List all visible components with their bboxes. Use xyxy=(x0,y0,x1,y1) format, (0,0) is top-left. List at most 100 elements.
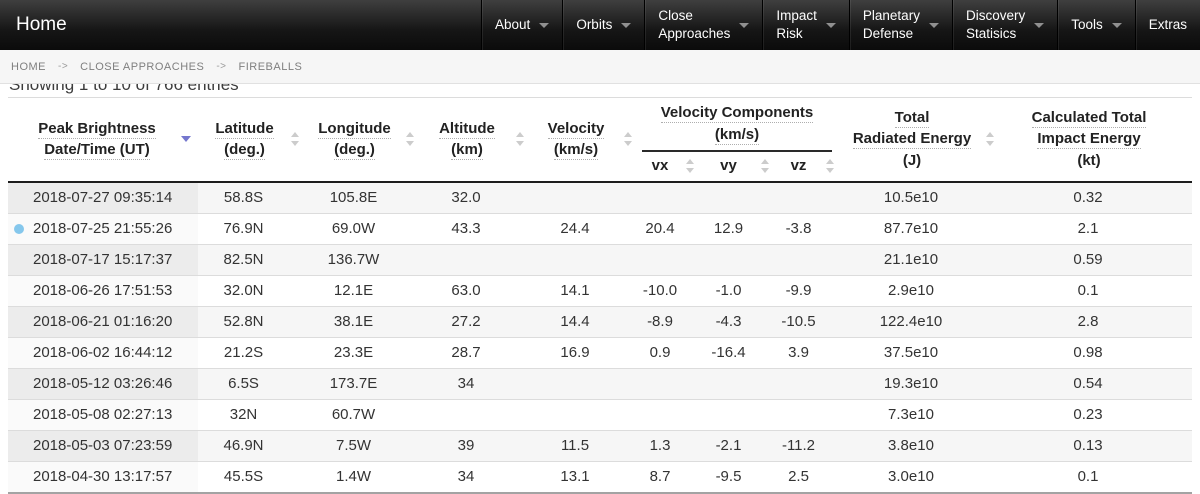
new-entry-dot-icon xyxy=(14,223,24,234)
cell-vz: 3.9 xyxy=(773,336,838,368)
cell-vx xyxy=(636,181,698,213)
nav-item-planetary-defense[interactable]: Planetary Defense xyxy=(848,0,952,50)
header-label: Velocity xyxy=(547,119,605,139)
cell-vel xyxy=(528,181,636,213)
cell-lat: 32N xyxy=(198,398,303,430)
chevron-down-icon xyxy=(928,22,939,28)
header-label: Longitude xyxy=(318,119,391,139)
cell-vel xyxy=(528,367,636,399)
cell-vx: 1.3 xyxy=(636,429,698,461)
cell-date: 2018-07-25 21:55:26 xyxy=(8,212,198,244)
sort-both-icon xyxy=(291,131,299,147)
cell-lat: 46.9N xyxy=(198,429,303,461)
nav-item-tools[interactable]: Tools xyxy=(1057,0,1135,50)
cell-lon: 23.3E xyxy=(303,336,418,368)
cell-alt: 28.7 xyxy=(418,336,528,368)
cell-lon: 38.1E xyxy=(303,305,418,337)
header-label: vx xyxy=(651,157,669,175)
fireballs-table: Peak Brightness Date/Time (UT) Latitude … xyxy=(8,97,1192,494)
nav-item-orbits[interactable]: Orbits xyxy=(562,0,644,50)
column-header-vx[interactable]: vx xyxy=(636,151,698,183)
column-header-longitude[interactable]: Longitude (deg.) xyxy=(303,97,418,183)
chevron-down-icon xyxy=(825,22,836,28)
column-header-peak-brightness[interactable]: Peak Brightness Date/Time (UT) xyxy=(8,97,198,183)
cell-vz xyxy=(773,243,838,275)
table-row: 2018-04-30 13:17:57 45.5S 1.4W 34 13.1 8.7 -9.… xyxy=(8,460,1192,494)
cell-vz xyxy=(773,367,838,399)
cell-vel: 14.1 xyxy=(528,274,636,306)
cell-lon: 60.7W xyxy=(303,398,418,430)
cell-lat: 52.8N xyxy=(198,305,303,337)
column-header-latitude[interactable]: Latitude (deg.) xyxy=(198,97,303,183)
table-row: 2018-06-21 01:16:20 52.8N 38.1E 27.2 14.4 -8.… xyxy=(8,305,1192,337)
chevron-down-icon xyxy=(539,22,550,28)
header-label: Calculated Total xyxy=(1031,108,1147,128)
sort-descending-icon xyxy=(181,136,191,143)
table-header: Peak Brightness Date/Time (UT) Latitude … xyxy=(8,97,1192,183)
breadcrumb-close-approaches[interactable]: CLOSE APPROACHES xyxy=(80,60,205,73)
header-label: vy xyxy=(720,157,737,175)
cell-energy: 37.5e10 xyxy=(838,336,998,368)
cell-lon: 105.8E xyxy=(303,181,418,213)
cell-impact: 0.1 xyxy=(998,274,1192,306)
cell-vel xyxy=(528,243,636,275)
breadcrumb: HOME -> CLOSE APPROACHES -> FIREBALLS xyxy=(0,50,1200,84)
cell-impact: 0.54 xyxy=(998,367,1192,399)
cell-vx: 8.7 xyxy=(636,460,698,494)
breadcrumb-fireballs[interactable]: FIREBALLS xyxy=(238,60,303,73)
cell-vy xyxy=(698,181,773,213)
cell-lat: 6.5S xyxy=(198,367,303,399)
sort-both-icon xyxy=(406,131,414,147)
cell-energy: 10.5e10 xyxy=(838,181,998,213)
cell-vz: -3.8 xyxy=(773,212,838,244)
column-header-calculated-total-impact-energy[interactable]: Calculated Total Impact Energy (kt) xyxy=(998,97,1192,183)
column-header-vz[interactable]: vz xyxy=(773,151,838,183)
cell-vz: -10.5 xyxy=(773,305,838,337)
cell-lon: 7.5W xyxy=(303,429,418,461)
chevron-down-icon xyxy=(1111,22,1122,28)
cell-energy: 19.3e10 xyxy=(838,367,998,399)
column-header-vy[interactable]: vy xyxy=(698,151,773,183)
chevron-down-icon xyxy=(739,22,750,28)
header-label: Latitude xyxy=(215,119,274,139)
cell-vx xyxy=(636,367,698,399)
nav-item-discovery-statistics[interactable]: Discovery Statisics xyxy=(951,0,1057,50)
nav-menu: About Orbits Close Approaches Impact Ris… xyxy=(481,0,1200,50)
cell-vx xyxy=(636,243,698,275)
cell-alt: 39 xyxy=(418,429,528,461)
nav-item-impact-risk[interactable]: Impact Risk xyxy=(762,0,849,50)
header-label: Altitude xyxy=(439,119,495,139)
cell-vel: 13.1 xyxy=(528,460,636,494)
column-header-velocity[interactable]: Velocity (km/s) xyxy=(528,97,636,183)
header-label: Total xyxy=(894,108,930,128)
nav-item-label: Close Approaches xyxy=(658,8,731,41)
cell-vy: -16.4 xyxy=(698,336,773,368)
nav-item-label: Discovery Statisics xyxy=(965,8,1026,41)
breadcrumb-home[interactable]: HOME xyxy=(11,60,46,73)
cell-date: 2018-04-30 13:17:57 xyxy=(8,460,198,494)
cell-lon: 173.7E xyxy=(303,367,418,399)
cell-impact: 0.13 xyxy=(998,429,1192,461)
cell-vy: -4.3 xyxy=(698,305,773,337)
cell-alt: 43.3 xyxy=(418,212,528,244)
nav-item-close-approaches[interactable]: Close Approaches xyxy=(644,0,762,50)
table-row: 2018-05-03 07:23:59 46.9N 7.5W 39 11.5 1.3 -2.… xyxy=(8,429,1192,461)
cell-alt: 27.2 xyxy=(418,305,528,337)
cell-vz xyxy=(773,398,838,430)
nav-item-extras[interactable]: Extras xyxy=(1134,0,1200,50)
cell-vel: 24.4 xyxy=(528,212,636,244)
nav-item-label: Orbits xyxy=(576,17,613,33)
breadcrumb-separator: -> xyxy=(58,61,69,72)
column-header-total-radiated-energy[interactable]: Total Radiated Energy (J) xyxy=(838,97,998,183)
nav-home-link[interactable]: Home xyxy=(16,14,67,35)
cell-vz: -11.2 xyxy=(773,429,838,461)
header-label: (km/s) xyxy=(714,125,760,145)
cell-vy: -1.0 xyxy=(698,274,773,306)
cell-impact: 0.1 xyxy=(998,460,1192,494)
cell-vx: -8.9 xyxy=(636,305,698,337)
top-navbar: Home About Orbits Close Approaches Impac… xyxy=(0,0,1200,50)
cell-vz xyxy=(773,181,838,213)
column-header-altitude[interactable]: Altitude (km) xyxy=(418,97,528,183)
nav-item-about[interactable]: About xyxy=(481,0,562,50)
cell-vx: 0.9 xyxy=(636,336,698,368)
